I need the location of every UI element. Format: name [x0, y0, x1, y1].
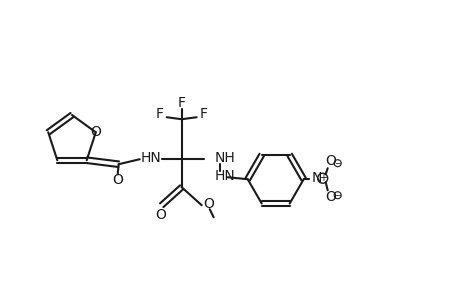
Text: O: O	[155, 208, 166, 222]
Text: HN: HN	[140, 151, 161, 165]
Text: O: O	[112, 173, 123, 187]
Text: F: F	[199, 107, 207, 121]
Text: NH: NH	[214, 151, 235, 165]
Text: O: O	[325, 190, 336, 204]
Text: F: F	[155, 107, 163, 121]
Text: O: O	[203, 197, 214, 211]
Text: HN: HN	[214, 169, 235, 183]
Text: O: O	[90, 125, 101, 139]
Text: +: +	[318, 173, 326, 183]
Text: −: −	[334, 159, 341, 168]
Text: N: N	[311, 171, 321, 185]
Text: −: −	[334, 191, 341, 200]
Text: O: O	[325, 154, 336, 168]
Text: F: F	[177, 96, 185, 110]
